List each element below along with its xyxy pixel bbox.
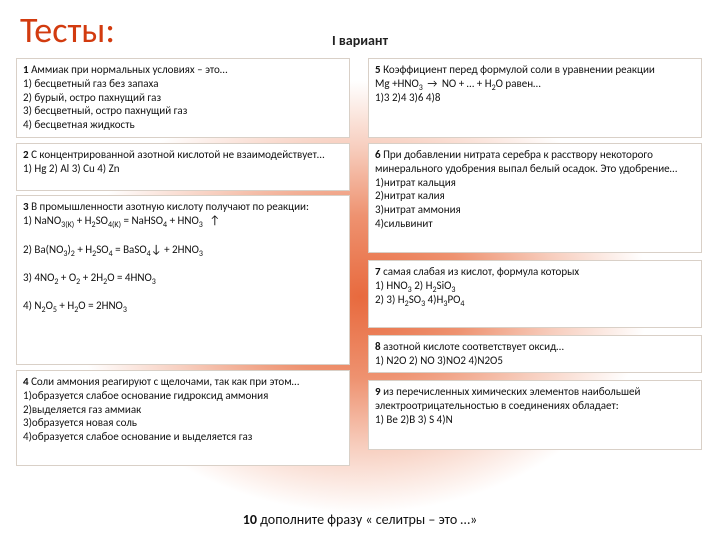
- footer-question: 10 дополните фразу « селитры – это …»: [0, 511, 720, 528]
- q1-text: Аммиак при нормальных условиях – это…: [29, 63, 228, 76]
- q5-opts: 1)3 2)4 3)6 4)8: [375, 91, 440, 104]
- q7-line1: 1) HNO3 2) H2SiO3: [375, 279, 455, 292]
- q7-text: самая слабая из кислот, формула которых: [381, 265, 580, 278]
- q4-opt1: 1)образуется слабое основание гидроксид …: [23, 389, 268, 402]
- q6-opt3: 3)нитрат аммония: [375, 203, 461, 216]
- q1-opt4: 4) бесцветная жидкость: [23, 118, 135, 131]
- q5-text: Коэффициент перед формулой соли в уравне…: [381, 63, 655, 76]
- arrow-right-icon: →: [427, 77, 437, 90]
- q7-line2: 2) 3) H2SO3 4)H3PO4: [375, 293, 464, 306]
- q5-eq: Mg +HNO3 → NO + … + H2O равен…: [375, 77, 541, 90]
- q3-text: В промышленности азотную кислоту получаю…: [29, 200, 309, 213]
- q3-r3: 3) 4NO2 + O2 + 2H2O = 4HNO3: [23, 271, 156, 284]
- q6-opt1: 1)нитрат кальция: [375, 176, 456, 189]
- q1-opt1: 1) бесцветный газ без запаха: [23, 77, 159, 90]
- q2-opts: 1) Hg 2) Al 3) Cu 4) Zn: [23, 162, 120, 175]
- footer-text: дополните фразу « селитры – это …»: [257, 511, 477, 528]
- footer-num: 10: [243, 511, 257, 528]
- question-2-box: 2 С концентрированной азотной кислотой н…: [16, 143, 350, 191]
- question-4-box: 4 Соли аммония реагируют с щелочами, так…: [16, 370, 350, 466]
- q8-text: азотной кислоте соответствует оксид…: [381, 340, 564, 353]
- page-title: Тесты:: [20, 8, 115, 52]
- question-3-box: 3 В промышленности азотную кислоту получ…: [16, 195, 350, 365]
- q9-opts: 1) Be 2)B 3) S 4)N: [375, 413, 453, 426]
- q4-opt3: 3)образуется новая соль: [23, 416, 137, 429]
- question-7-box: 7 самая слабая из кислот, формула которы…: [368, 260, 702, 328]
- q2-text: С концентрированной азотной кислотой не …: [29, 148, 325, 161]
- q6-opt4: 4)сильвинит: [375, 217, 433, 230]
- q1-opt3: 3) бесцветный, остро пахнущий газ: [23, 104, 187, 117]
- q8-opts: 1) N2O 2) NO 3)NO2 4)N2O5: [375, 354, 503, 367]
- subtitle: I вариант: [332, 32, 388, 49]
- question-5-box: 5 Коэффициент перед формулой соли в урав…: [368, 58, 702, 138]
- q3-r2: 2) Ba(NO3)2 + H2SO4 = BaSO4↓ + 2HNO3: [23, 243, 203, 256]
- q6-text: При добавлении нитрата серебра к расство…: [375, 148, 677, 175]
- q3-r1: 1) NaNO3(K) + H2SO4(K) = NaHSO4 + HNO3: [23, 214, 205, 227]
- question-1-box: 1 Аммиак при нормальных условиях – это… …: [16, 58, 350, 138]
- arrow-down-icon: ↓: [151, 243, 162, 257]
- q9-text: из перечисленных химических элементов на…: [375, 385, 640, 412]
- q4-opt4: 4)образуется слабое основание и выделяет…: [23, 430, 252, 443]
- question-8-box: 8 азотной кислоте соответствует оксид… 1…: [368, 335, 702, 373]
- q4-text: Соли аммония реагируют с щелочами, так к…: [29, 375, 300, 388]
- q4-opt2: 2)выделяется газ аммиак: [23, 403, 141, 416]
- q6-opt2: 2)нитрат калия: [375, 189, 445, 202]
- question-9-box: 9 из перечисленных химических элементов …: [368, 380, 702, 450]
- slide: Тесты: I вариант 1 Аммиак при нормальных…: [0, 0, 720, 540]
- q3-r4: 4) N2O5 + H2O = 2HNO3: [23, 299, 127, 312]
- arrow-up-icon: ↑: [209, 214, 220, 228]
- question-6-box: 6 При добавлении нитрата серебра к расст…: [368, 143, 702, 253]
- q1-opt2: 2) бурый, остро пахнущий газ: [23, 91, 161, 104]
